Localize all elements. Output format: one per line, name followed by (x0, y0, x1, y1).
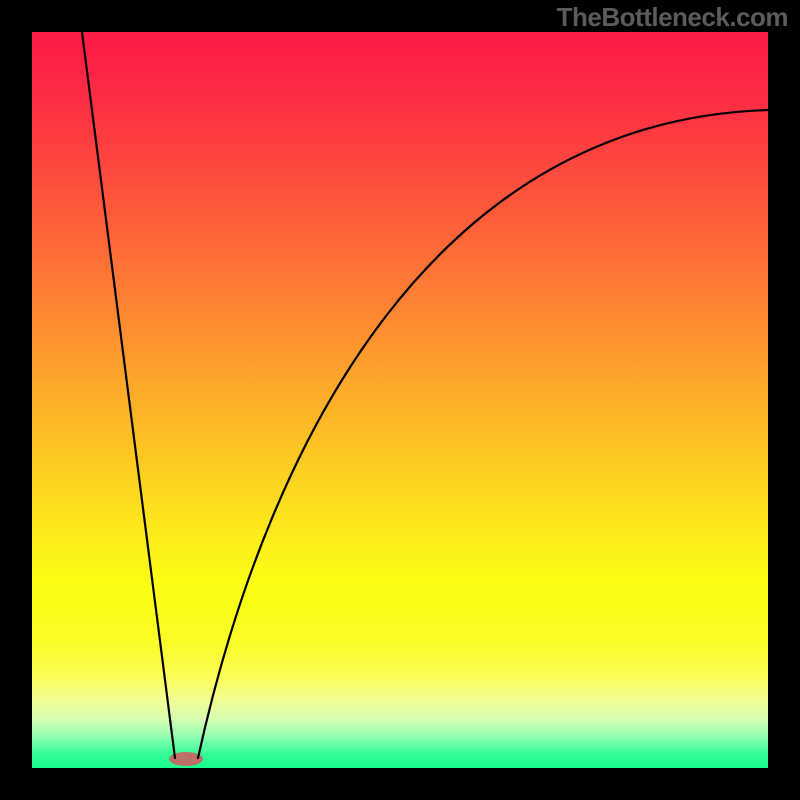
gradient-plot-area (32, 32, 768, 768)
chart-svg (0, 0, 800, 800)
chart-container: TheBottleneck.com (0, 0, 800, 800)
watermark-text: TheBottleneck.com (557, 2, 788, 33)
